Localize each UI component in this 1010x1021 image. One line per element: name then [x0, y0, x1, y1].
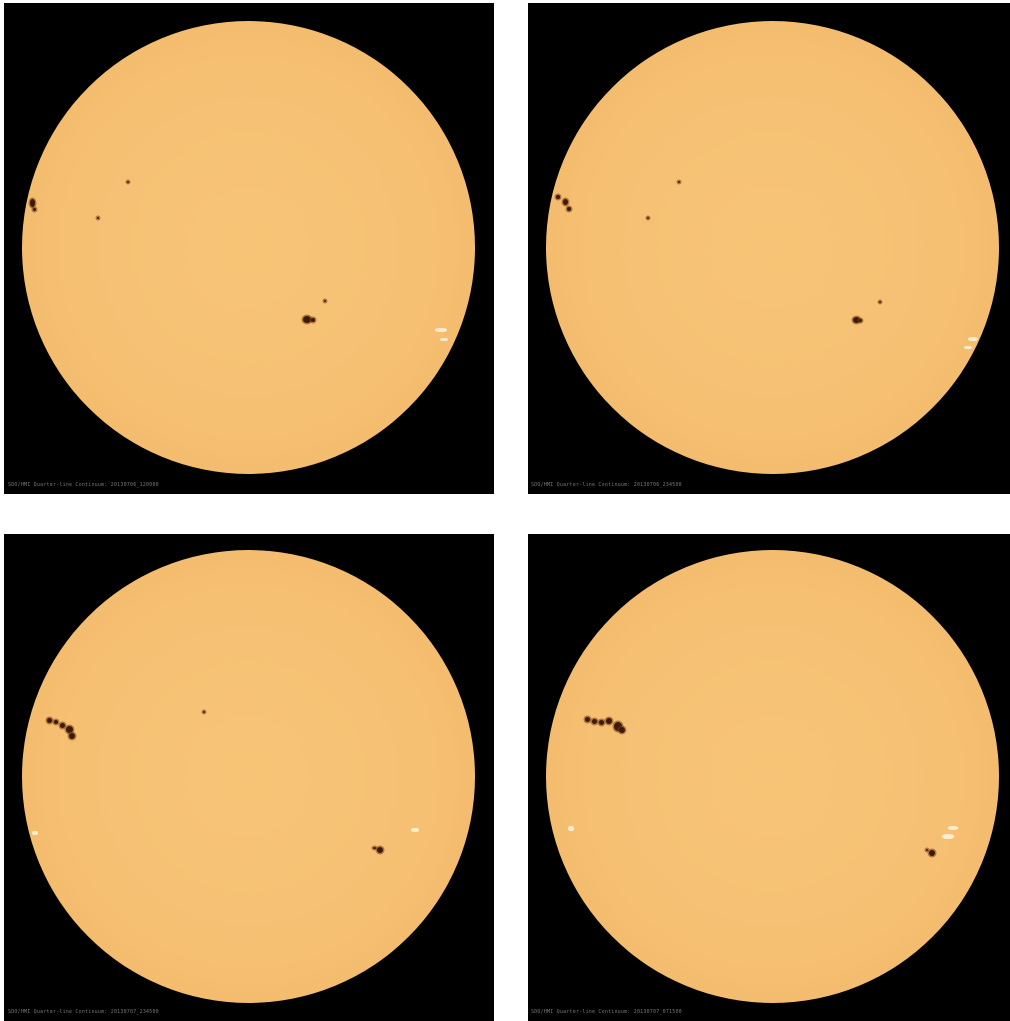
sunspot: [563, 199, 568, 205]
sunspot: [614, 722, 622, 731]
faculae: [942, 834, 954, 839]
solar-disk: [22, 21, 475, 474]
sunspot: [592, 719, 597, 724]
solar-image-bottom-left: SDO/HMI Quarter-line Continuum: 20130707…: [4, 534, 494, 1021]
sunspot: [377, 847, 383, 853]
sunspot: [606, 718, 612, 724]
sunspot: [373, 847, 376, 849]
faculae: [568, 826, 574, 831]
sunspot: [66, 726, 73, 733]
faculae: [948, 826, 958, 830]
sunspot: [69, 733, 75, 739]
sunspot: [60, 723, 65, 728]
faculae: [440, 338, 448, 341]
faculae: [411, 828, 419, 832]
sunspot: [127, 181, 129, 183]
faculae: [32, 831, 38, 835]
sunspot: [203, 711, 205, 713]
sunspot: [324, 300, 326, 302]
sunspot: [54, 720, 58, 724]
sunspot: [678, 181, 680, 183]
faculae: [968, 337, 978, 341]
sunspot: [567, 207, 571, 211]
solar-disk: [546, 550, 999, 1003]
faculae: [964, 346, 972, 349]
solar-image-top-right: SDO/HMI Quarter-line Continuum: 20130706…: [528, 3, 1010, 494]
sunspot: [556, 195, 560, 199]
sunspot: [47, 718, 52, 723]
sunspot: [853, 317, 860, 323]
sunspot: [30, 199, 35, 207]
sunspot: [33, 208, 36, 211]
image-caption: SDO/HMI Quarter-line Continuum: 20130707…: [531, 1009, 682, 1015]
sunspot: [97, 217, 99, 219]
sunspot: [619, 727, 625, 733]
solar-disk: [22, 550, 475, 1003]
sunspot: [599, 720, 604, 725]
image-caption: SDO/HMI Quarter-line Continuum: 20130706…: [531, 482, 682, 488]
sunspot: [647, 217, 649, 219]
sunspot: [879, 301, 881, 303]
sunspot: [859, 319, 862, 322]
faculae: [435, 328, 447, 332]
solar-disk: [546, 21, 999, 474]
sunspot: [303, 316, 311, 323]
image-caption: SDO/HMI Quarter-line Continuum: 20130707…: [8, 1009, 159, 1015]
solar-image-bottom-right: SDO/HMI Quarter-line Continuum: 20130707…: [528, 534, 1010, 1021]
image-caption: SDO/HMI Quarter-line Continuum: 20130706…: [8, 482, 159, 488]
sunspot: [929, 850, 935, 856]
solar-image-top-left: SDO/HMI Quarter-line Continuum: 20130706…: [4, 3, 494, 494]
sunspot: [585, 717, 590, 722]
sunspot: [926, 849, 928, 851]
sunspot: [311, 318, 315, 322]
